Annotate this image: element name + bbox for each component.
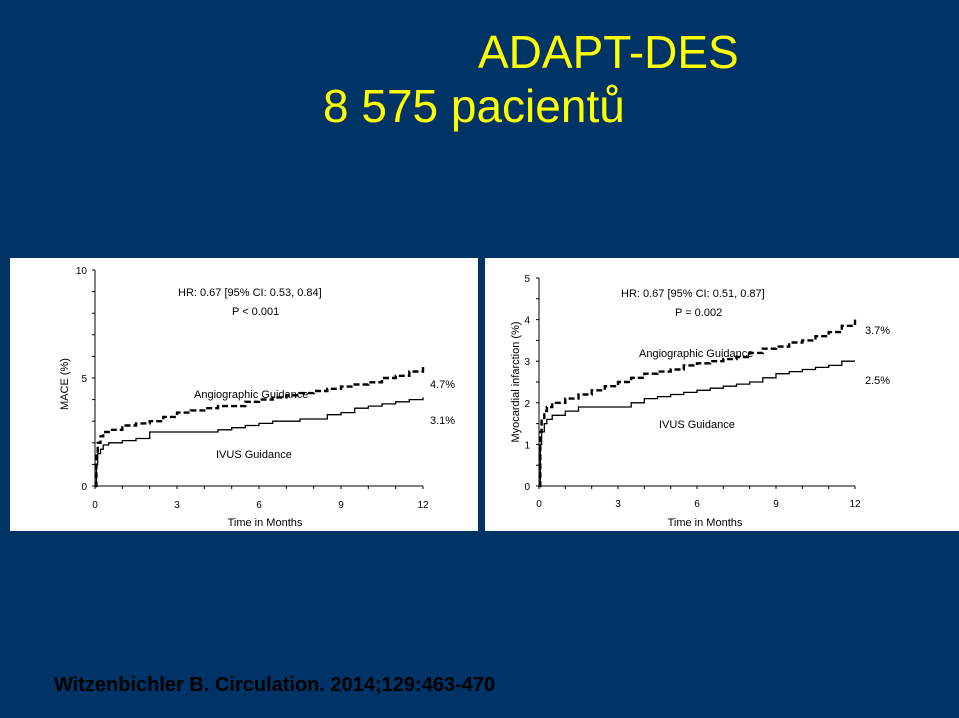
y-tick-label: 4 [524, 316, 530, 327]
angiographic-series-line [95, 365, 425, 488]
annotation: HR: 0.67 [95% CI: 0.51, 0.87] [621, 288, 765, 300]
y-tick-label: 3 [524, 357, 530, 368]
citation: Witzenbichler B. Circulation. 2014;129:4… [54, 674, 496, 696]
y-axis-label: Myocardial infarction (%) [510, 321, 522, 442]
x-tick-label: 9 [773, 499, 779, 510]
y-tick-label: 5 [81, 374, 87, 385]
x-tick-label: 0 [536, 499, 542, 510]
annotation: P = 0.002 [675, 307, 722, 319]
x-tick-label: 3 [174, 500, 180, 511]
y-tick-label: 2 [524, 399, 530, 410]
x-tick-label: 6 [256, 500, 262, 511]
mace-chart: 0 3 6 9 12 0 5 10 Time in Months MACE (%) HR: 0.67… [59, 266, 455, 529]
mi-chart-panel: 0 3 6 9 12 0 1 2 3 4 5 Time in Months Myocardial inf… [485, 258, 959, 531]
x-tick-label: 6 [694, 499, 700, 510]
y-tick-label: 10 [76, 266, 88, 277]
angiographic-series-line [539, 319, 857, 488]
annotation: P < 0.001 [232, 306, 279, 318]
y-axis-label: MACE (%) [59, 358, 71, 410]
y-tick-label: 0 [81, 482, 87, 493]
y-tick-label: 5 [524, 274, 530, 285]
y-tick-label: 0 [524, 482, 530, 493]
x-axis-label: Time in Months [668, 517, 743, 529]
slide-subtitle: 8 575 pacientů [323, 80, 625, 132]
series-label: Angiographic Guidance [639, 348, 753, 360]
y-tick-label: 1 [524, 440, 530, 451]
end-value-label: 3.1% [430, 415, 455, 427]
x-tick-label: 3 [615, 499, 621, 510]
series-label: IVUS Guidance [659, 419, 735, 431]
ivus-series-line [539, 360, 855, 487]
end-value-label: 3.7% [865, 325, 890, 337]
end-value-label: 4.7% [430, 379, 455, 391]
annotation: HR: 0.67 [95% CI: 0.53, 0.84] [178, 287, 322, 299]
x-tick-label: 9 [338, 500, 344, 511]
slide-title: ADAPT-DES [478, 26, 739, 78]
mace-chart-panel: 0 3 6 9 12 0 5 10 Time in Months MACE (%) HR: 0.67… [10, 258, 478, 531]
ivus-series-line [95, 397, 424, 487]
x-tick-label: 12 [417, 500, 429, 511]
end-value-label: 2.5% [865, 375, 890, 387]
x-tick-label: 0 [92, 500, 98, 511]
x-tick-label: 12 [849, 499, 861, 510]
series-label: IVUS Guidance [216, 449, 292, 461]
series-label: Angiographic Guidance [194, 389, 308, 401]
x-axis-label: Time in Months [228, 517, 303, 529]
